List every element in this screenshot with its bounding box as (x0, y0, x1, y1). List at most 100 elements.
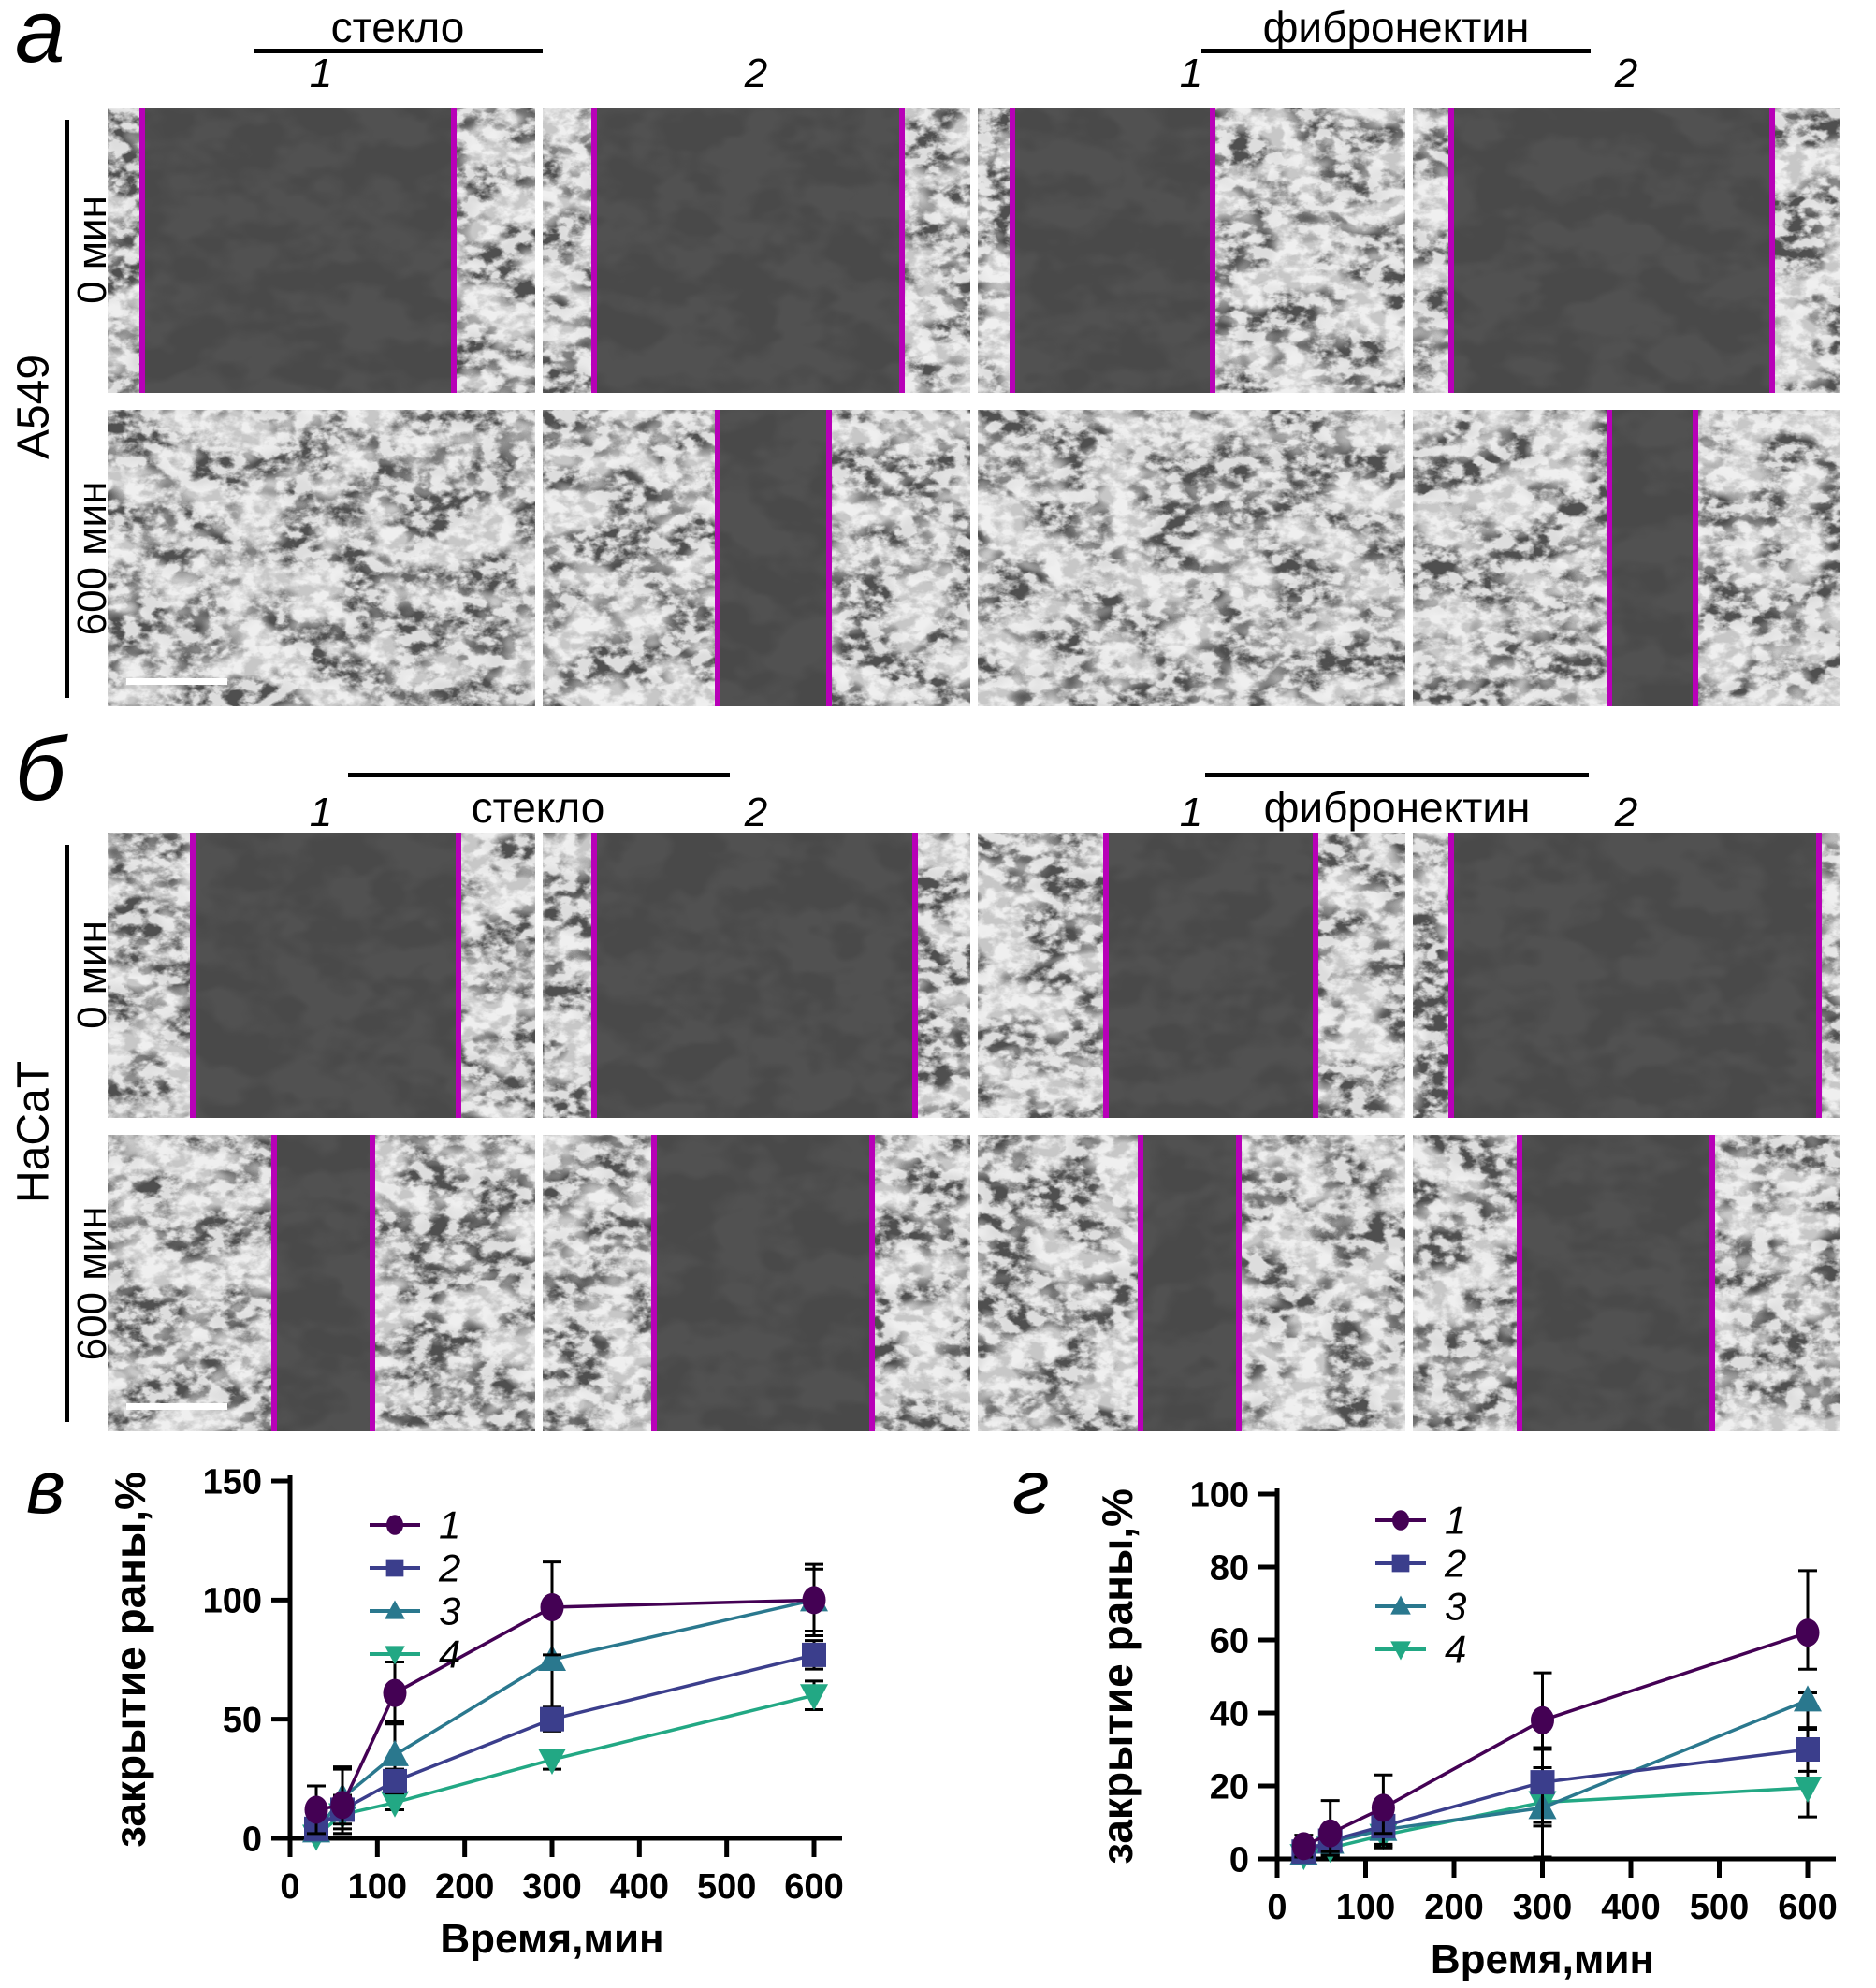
wound-edge-line-left (190, 833, 196, 1118)
y-tick-label: 100 (1190, 1475, 1249, 1515)
wound-edge-line-right (826, 410, 832, 706)
legend-label: 4 (1445, 1628, 1466, 1672)
legend-item-3: 3 (370, 1589, 460, 1633)
panel-a-group-fibronectin-label: фибронектин (1262, 3, 1530, 51)
panel-a-group-fibronectin-underline (1201, 49, 1591, 53)
legend-item-2: 2 (370, 1546, 460, 1590)
chart-g: 0 20 40 60 80 100 0 100 200 300 400 500 600 закрытие … (1093, 1475, 1838, 1982)
wound-edge-line-left (1517, 1135, 1522, 1431)
micrograph-b-fn-1-0min (978, 833, 1405, 1118)
micrograph-a-glass-2-0min (543, 108, 970, 393)
y-tick-label: 40 (1210, 1694, 1249, 1734)
wound-edge-line-left (1448, 108, 1454, 393)
y-axis-title: закрытие раны,% (1093, 1488, 1142, 1865)
wound-edge-line-left (591, 833, 597, 1118)
panel-b-group-fibronectin-overline (1205, 773, 1589, 777)
micrograph-b-glass-1-0min (108, 833, 535, 1118)
wound-edge-line-right (912, 833, 918, 1118)
panel-b-group-glass-label: стекло (471, 783, 605, 832)
x-tick-label: 0 (1267, 1888, 1287, 1927)
wound-edge-line-right (869, 1135, 875, 1431)
y-tick-label: 80 (1210, 1548, 1249, 1588)
y-axis-title: закрытие раны,% (106, 1472, 154, 1848)
legend-label: 1 (439, 1503, 460, 1547)
micrograph-a-glass-1-0min (108, 108, 535, 393)
x-tick-label: 500 (697, 1867, 756, 1907)
wound-edge-line-right (899, 108, 905, 393)
wound-edge-line-right (1236, 1135, 1242, 1431)
micrograph-a-fn-1-0min (978, 108, 1405, 393)
x-tick-label: 100 (348, 1867, 407, 1907)
panel-a-cell-line-label: A549 (8, 354, 59, 460)
legend-label: 1 (1445, 1499, 1466, 1543)
panel-a-group-glass-label: стекло (330, 3, 465, 51)
x-tick-label: 400 (1601, 1888, 1660, 1927)
panel-b-cell-line-rule (65, 845, 69, 1422)
legend-item-4: 4 (370, 1632, 460, 1676)
panel-b-col-label-4: 2 (1614, 790, 1638, 835)
wound-edge-line-right (1816, 833, 1822, 1118)
wound-edge-line-right (1769, 108, 1775, 393)
wound-edge-line-left (715, 410, 720, 706)
micrograph-b-fn-2-0min (1413, 833, 1840, 1118)
panel-a-col-label-1: 1 (309, 51, 333, 96)
panel-a-col-label-4: 2 (1614, 51, 1638, 96)
wound-edge-line-right (370, 1135, 375, 1431)
scale-bar (126, 678, 227, 685)
panel-b-col-label-2: 2 (744, 790, 768, 835)
panel-a-col-label-3: 1 (1179, 51, 1203, 96)
panel-v-letter: в (26, 1445, 65, 1529)
panel-a-letter: а (15, 0, 65, 81)
wound-edge-line-right (451, 108, 457, 393)
legend-item-1: 1 (1375, 1499, 1466, 1543)
x-tick-label: 100 (1336, 1888, 1395, 1927)
micrograph-b-glass-1-600min (108, 1135, 535, 1431)
y-tick-label: 20 (1210, 1767, 1249, 1807)
x-tick-label: 0 (280, 1867, 299, 1907)
x-axis-title: Время,мин (440, 1916, 663, 1962)
micrograph-a-glass-1-600min (108, 410, 535, 706)
y-tick-label: 150 (203, 1462, 262, 1502)
x-tick-label: 500 (1690, 1888, 1749, 1927)
micrograph-a-fn-2-0min (1413, 108, 1840, 393)
panel-a-group-glass-underline (254, 49, 543, 53)
wound-edge-line-right (1313, 833, 1318, 1118)
panel-b-group-fibronectin-label: фибронектин (1263, 783, 1531, 832)
wound-edge-line-left (651, 1135, 657, 1431)
x-tick-label: 300 (522, 1867, 581, 1907)
legend-item-4: 4 (1375, 1628, 1466, 1672)
scale-bar (126, 1403, 227, 1410)
legend-label: 3 (439, 1589, 460, 1633)
x-tick-label: 600 (1778, 1888, 1837, 1927)
y-tick-label: 60 (1210, 1621, 1249, 1661)
wound-edge-line-left (1010, 108, 1015, 393)
panel-b-col-label-3: 1 (1179, 790, 1203, 835)
x-tick-label: 200 (1424, 1888, 1483, 1927)
panel-b-cell-line-label: HaCaT (8, 1060, 59, 1204)
panel-a-col-label-2: 2 (744, 51, 768, 96)
wound-edge-line-left (271, 1135, 277, 1431)
wound-edge-line-right (1210, 108, 1215, 393)
wound-edge-line-right (456, 833, 461, 1118)
x-tick-label: 400 (610, 1867, 669, 1907)
panel-g-letter: г (1012, 1445, 1050, 1529)
legend-item-3: 3 (1375, 1585, 1466, 1629)
legend-label: 2 (438, 1546, 460, 1590)
panel-b-group-glass-overline (348, 773, 730, 777)
micrograph-a-glass-2-600min (543, 410, 970, 706)
wound-edge-line-left (591, 108, 597, 393)
wound-edge-line-right (1709, 1135, 1715, 1431)
micrograph-b-fn-1-600min (978, 1135, 1405, 1431)
wound-edge-line-left (1103, 833, 1109, 1118)
x-axis-title: Время,мин (1431, 1937, 1654, 1982)
wound-edge-line-left (1607, 410, 1612, 706)
legend-label: 2 (1444, 1542, 1466, 1586)
wound-edge-line-right (1693, 410, 1698, 706)
x-tick-label: 600 (784, 1867, 843, 1907)
legend-label: 4 (439, 1632, 460, 1676)
panel-a-cell-line-rule (65, 120, 69, 698)
wound-edge-line-left (1138, 1135, 1143, 1431)
y-tick-label: 100 (203, 1582, 262, 1621)
micrograph-a-fn-2-600min (1413, 410, 1840, 706)
